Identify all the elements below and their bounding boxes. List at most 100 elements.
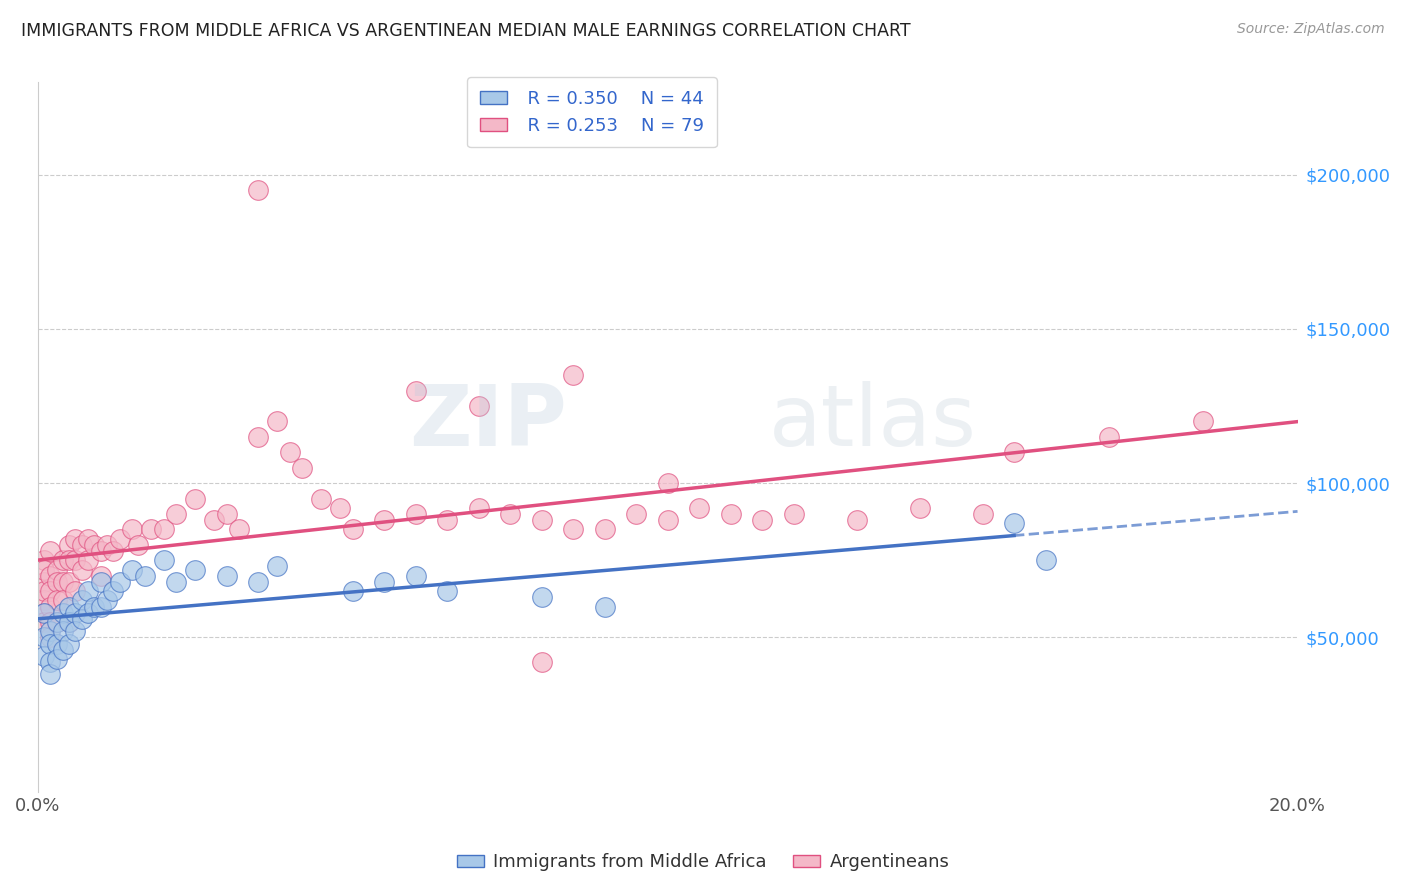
Point (152, 523, 174, 537)
Point (39, 667, 62, 681)
Point (215, 507, 238, 521)
Point (593, 599, 616, 614)
Point (39, 637, 62, 651)
Point (90, 544, 112, 558)
Point (228, 523, 250, 537)
Point (1002, 445, 1025, 459)
Point (405, 568, 427, 582)
Point (32, 563, 55, 577)
Point (52, 574, 75, 589)
Point (45, 563, 67, 577)
Point (52, 642, 75, 657)
Point (657, 476, 679, 491)
Point (329, 500, 352, 515)
Point (108, 574, 131, 589)
Point (32, 574, 55, 589)
Point (139, 523, 162, 537)
Point (52, 606, 75, 620)
Point (52, 593, 75, 607)
Point (1097, 430, 1119, 444)
Point (65, 624, 87, 639)
Point (77, 532, 100, 546)
Point (45, 652, 67, 666)
Point (593, 523, 616, 537)
Point (657, 513, 679, 527)
Point (39, 615, 62, 629)
Point (58, 599, 80, 614)
Point (247, 430, 270, 444)
Point (65, 553, 87, 567)
Point (278, 445, 301, 459)
Point (39, 584, 62, 599)
Point (32, 631, 55, 645)
Point (77, 606, 100, 620)
Point (499, 507, 522, 521)
Point (65, 532, 87, 546)
Point (39, 624, 62, 639)
Point (70, 612, 93, 626)
Point (32, 648, 55, 663)
Point (908, 500, 931, 515)
Point (32, 606, 55, 620)
Point (562, 368, 585, 383)
Point (103, 544, 125, 558)
Point (1192, 415, 1215, 429)
Text: atlas: atlas (769, 381, 976, 464)
Point (32, 553, 55, 567)
Point (103, 584, 125, 599)
Point (266, 559, 288, 574)
Point (45, 593, 67, 607)
Point (58, 538, 80, 552)
Point (45, 615, 67, 629)
Point (215, 568, 238, 582)
Point (70, 563, 93, 577)
Point (184, 563, 207, 577)
Point (530, 655, 553, 669)
Point (467, 399, 489, 413)
Point (121, 523, 143, 537)
Point (562, 523, 585, 537)
Point (58, 553, 80, 567)
Point (373, 513, 395, 527)
Point (134, 568, 156, 582)
Point (39, 599, 62, 614)
Point (83, 538, 105, 552)
Point (58, 615, 80, 629)
Point (52, 624, 75, 639)
Point (45, 615, 67, 629)
Point (77, 553, 100, 567)
Point (291, 460, 314, 475)
Point (96, 538, 118, 552)
Point (845, 513, 868, 527)
Point (32, 606, 55, 620)
Point (58, 574, 80, 589)
Point (45, 574, 67, 589)
Point (624, 507, 647, 521)
Point (1002, 516, 1025, 531)
Point (373, 574, 395, 589)
Point (39, 568, 62, 582)
Point (405, 507, 427, 521)
Point (65, 584, 87, 599)
Point (32, 584, 55, 599)
Point (720, 507, 742, 521)
Point (90, 574, 112, 589)
Point (184, 491, 207, 506)
Point (58, 615, 80, 629)
Point (32, 615, 55, 629)
Point (108, 532, 131, 546)
Point (52, 553, 75, 567)
Point (39, 655, 62, 669)
Point (309, 491, 332, 506)
Point (530, 591, 553, 605)
Point (58, 637, 80, 651)
Legend:   R = 0.350    N = 44,   R = 0.253    N = 79: R = 0.350 N = 44, R = 0.253 N = 79 (467, 77, 717, 147)
Point (39, 631, 62, 645)
Point (121, 563, 143, 577)
Point (90, 568, 112, 582)
Point (688, 500, 710, 515)
Point (342, 523, 364, 537)
Point (70, 538, 93, 552)
Point (165, 507, 187, 521)
Point (165, 574, 187, 589)
